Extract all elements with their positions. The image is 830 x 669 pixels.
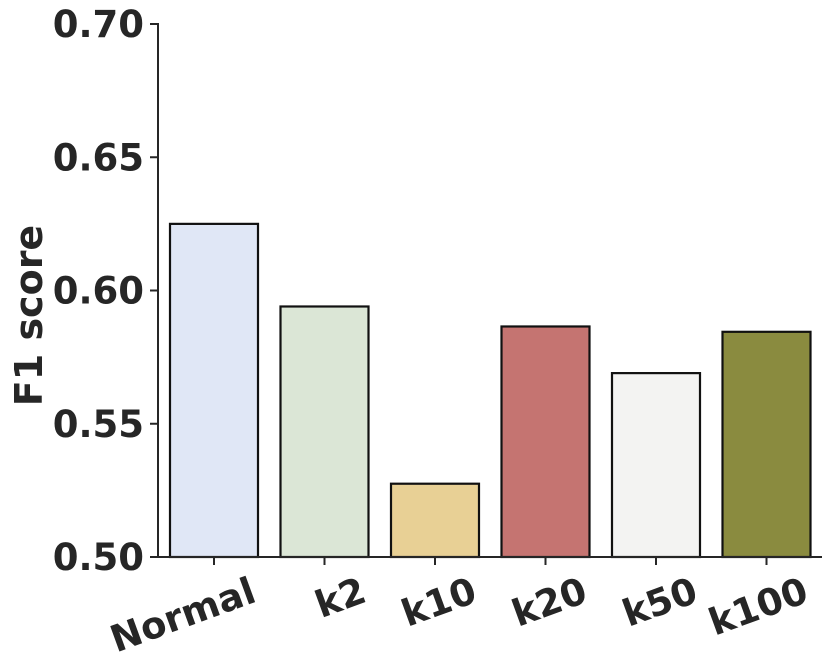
y-tick-label: 0.55 bbox=[53, 403, 144, 446]
y-axis-label: F1 score bbox=[7, 225, 51, 406]
x-ticks: Normal k2 k10 k20 k50 k100 bbox=[105, 557, 814, 661]
x-tick-label: Normal bbox=[105, 569, 261, 661]
y-tick-label: 0.65 bbox=[53, 136, 144, 179]
y-ticks: 0.50 0.55 0.60 0.65 0.70 bbox=[53, 3, 158, 579]
bars bbox=[168, 222, 812, 559]
x-tick-label: k20 bbox=[506, 569, 592, 635]
x-tick-label: k2 bbox=[310, 569, 372, 627]
y-tick-label: 0.60 bbox=[53, 270, 144, 313]
x-tick-label: k50 bbox=[617, 569, 703, 635]
x-tick-label: k10 bbox=[396, 569, 482, 635]
bar-k100 bbox=[721, 330, 812, 559]
bar-k2 bbox=[279, 305, 370, 559]
bar-k50 bbox=[610, 372, 702, 559]
y-tick-label: 0.50 bbox=[53, 536, 144, 579]
bar-normal bbox=[168, 222, 260, 559]
bar-k20 bbox=[500, 325, 591, 559]
y-tick-label: 0.70 bbox=[53, 3, 144, 46]
x-tick-label: k100 bbox=[703, 569, 813, 644]
bar-k10 bbox=[389, 482, 481, 559]
